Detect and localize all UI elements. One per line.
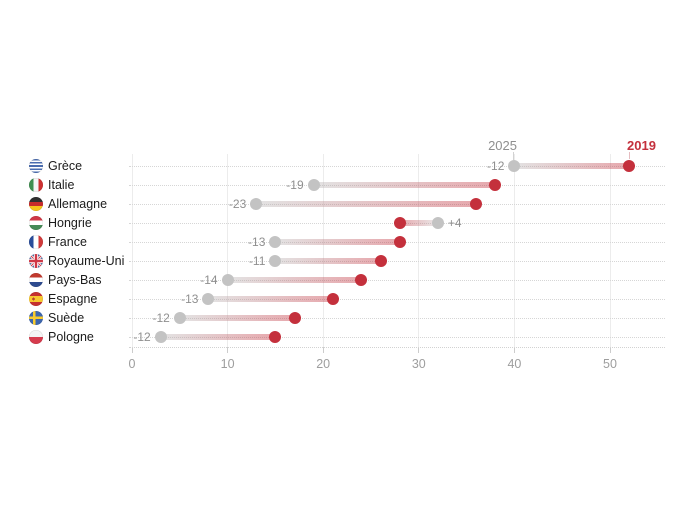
country-name: Suède [48, 310, 85, 325]
dot-2019[interactable] [393, 217, 406, 229]
axis-tick-label: 20 [316, 357, 331, 371]
row-dotted-line [129, 279, 665, 281]
dumbbell-bar [160, 334, 276, 340]
flag-france-icon [29, 235, 43, 249]
country-name: Royaume-Uni [48, 253, 125, 268]
axis-tick [513, 347, 515, 353]
flag-poland-icon [29, 330, 43, 344]
flag-germany-icon [29, 197, 43, 211]
dot-2019[interactable] [393, 236, 406, 248]
country-name: Pays-Bas [48, 272, 102, 287]
dot-2019[interactable] [269, 331, 282, 343]
axis-tick-label: 40 [507, 357, 522, 371]
change-value-label: -12 [152, 311, 170, 325]
axis-tick [322, 347, 324, 353]
flag-netherlands-icon [29, 273, 43, 287]
row-dotted-line [129, 336, 665, 338]
dot-2025[interactable] [221, 274, 234, 286]
axis-tick [609, 347, 611, 353]
dot-2019[interactable] [470, 198, 483, 210]
row-dotted-line [129, 203, 665, 205]
dumbbell-bar [227, 277, 362, 283]
dot-2019[interactable] [623, 160, 636, 172]
dot-2019[interactable] [374, 255, 387, 267]
dot-2025[interactable] [307, 179, 320, 191]
dumbbell-bar [275, 258, 381, 264]
dot-2019[interactable] [489, 179, 502, 191]
x-gridline [131, 154, 133, 347]
x-gridline [513, 154, 515, 347]
flag-greece-icon [29, 159, 43, 173]
dot-2019[interactable] [288, 312, 301, 324]
dumbbell-bar [313, 182, 496, 188]
dot-2025[interactable] [269, 236, 282, 248]
flag-uk-icon [29, 254, 43, 268]
change-value-label: -11 [248, 254, 266, 268]
country-name: Espagne [48, 291, 98, 306]
dumbbell-bar [208, 296, 333, 302]
row-dotted-line [129, 298, 665, 300]
axis-tick [131, 347, 133, 353]
dot-2025[interactable] [250, 198, 263, 210]
country-name: Allemagne [48, 196, 108, 211]
axis-tick [418, 347, 420, 353]
country-name: Hongrie [48, 215, 92, 230]
flag-sweden-icon [29, 311, 43, 325]
change-value-label: -14 [200, 273, 218, 287]
dot-2025[interactable] [202, 293, 215, 305]
row-dotted-line [129, 184, 665, 186]
series-label-2025: 2025 [488, 138, 517, 153]
row-dotted-line [129, 165, 665, 167]
x-gridline [418, 154, 420, 347]
dumbbell-bar [275, 239, 400, 245]
country-name: Pologne [48, 329, 94, 344]
row-dotted-line [129, 260, 665, 262]
axis-tick-label: 30 [411, 357, 426, 371]
row-dotted-line [129, 317, 665, 319]
axis-tick-label: 10 [220, 357, 235, 371]
country-name: France [48, 234, 87, 249]
series-label-2025-connector [513, 152, 514, 160]
country-name: Italie [48, 177, 75, 192]
x-gridline [227, 154, 229, 347]
change-value-label: +4 [447, 216, 462, 230]
dumbbell-bar [179, 315, 295, 321]
change-value-label: -12 [133, 330, 151, 344]
change-value-label: -23 [228, 197, 247, 211]
dumbbell-bar [399, 220, 438, 226]
x-gridline [322, 154, 324, 347]
axis-tick [227, 347, 229, 353]
flag-spain-icon [29, 292, 43, 306]
axis-tick-label: 50 [603, 357, 617, 371]
change-value-label: -13 [248, 235, 266, 249]
dot-2025[interactable] [508, 160, 521, 172]
flag-hungary-icon [29, 216, 43, 230]
flag-italy-icon [29, 178, 43, 192]
dot-2025[interactable] [269, 255, 282, 267]
dot-2019[interactable] [355, 274, 368, 286]
dumbbell-bar [514, 163, 630, 169]
series-label-2019: 2019 [627, 138, 656, 153]
dot-2025[interactable] [154, 331, 167, 343]
axis-tick-label: 0 [128, 357, 136, 371]
change-value-label: -13 [181, 292, 199, 306]
dot-2025[interactable] [431, 217, 444, 229]
dot-2019[interactable] [326, 293, 339, 305]
dumbbell-bar [256, 201, 477, 207]
change-value-label: -19 [286, 178, 304, 192]
series-label-2019-connector [629, 152, 630, 159]
x-axis-baseline [129, 347, 665, 348]
x-gridline [609, 154, 611, 347]
change-value-label: -12 [487, 159, 505, 173]
dot-2025[interactable] [173, 312, 186, 324]
country-name: Grèce [48, 158, 83, 173]
